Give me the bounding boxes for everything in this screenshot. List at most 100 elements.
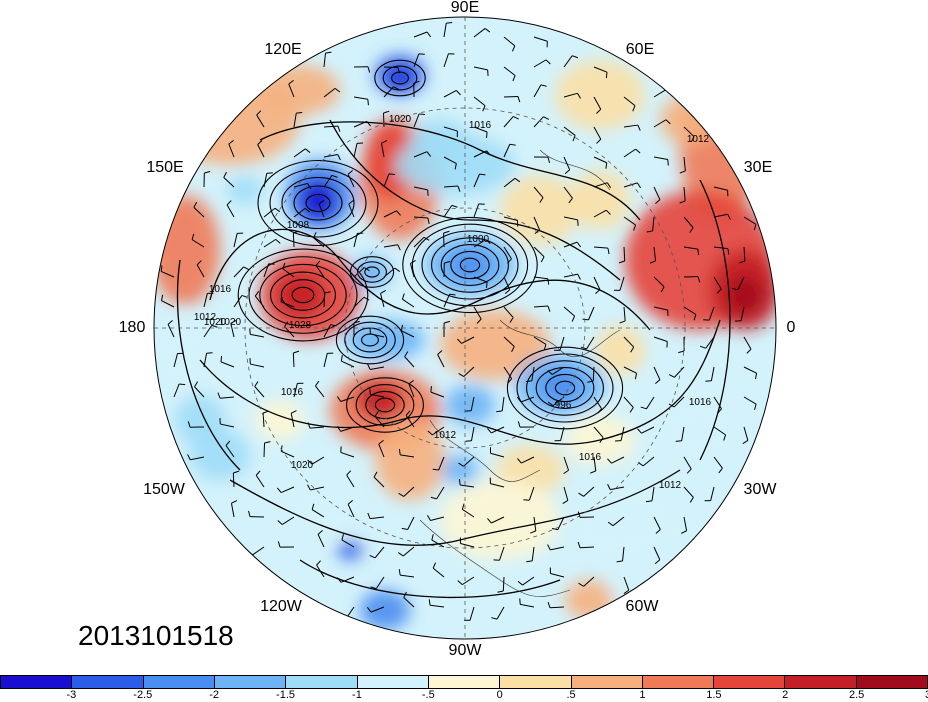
wind-barb-shaft: [503, 95, 519, 98]
wind-barb-shaft: [233, 266, 245, 278]
colorbar-segment: [72, 676, 144, 688]
wind-barb-flag: [635, 148, 641, 154]
wind-barb-shaft: [288, 83, 295, 98]
wind-barb: [353, 120, 372, 128]
wind-barb-shaft: [588, 306, 595, 321]
wind-barb-shaft: [533, 186, 544, 198]
wind-barb-flag: [423, 236, 430, 241]
wind-barb-flag: [443, 230, 450, 234]
wind-barb-flag: [397, 244, 401, 251]
wind-barb-flag: [233, 470, 240, 474]
wind-barb-flag: [458, 372, 465, 377]
colorbar: [0, 675, 928, 689]
wind-barb-shaft: [402, 546, 415, 557]
wind-barb: [293, 207, 311, 218]
wind-barb-shaft: [167, 324, 175, 338]
lon-label-90w: 90W: [448, 642, 482, 659]
wind-barb-shaft: [250, 363, 265, 368]
wind-barb-shaft: [683, 486, 694, 498]
wind-barb-flag: [257, 140, 263, 145]
wind-barb-shaft: [533, 276, 548, 280]
wind-barb-flag: [398, 448, 401, 455]
wind-barb-shaft: [413, 53, 420, 68]
anomaly-patch: [338, 540, 362, 560]
wind-barb-shaft: [413, 216, 428, 219]
wind-barb-flag: [457, 580, 463, 585]
wind-barb-shaft: [563, 216, 578, 221]
wind-barb-shaft: [196, 264, 205, 278]
isobar-ring: [374, 59, 426, 97]
wind-barb: [533, 59, 551, 68]
isobar-ring: [411, 223, 529, 307]
anomaly-patch: [440, 480, 560, 560]
wind-barb-flag: [514, 177, 521, 183]
wind-barb-shaft: [281, 516, 295, 525]
wind-barb-shaft: [432, 426, 445, 436]
wind-barb-flag: [465, 440, 472, 442]
wind-barb: [413, 113, 426, 128]
wind-barb-shaft: [708, 306, 715, 321]
wind-barb-shaft: [473, 96, 486, 107]
wind-barb-flag: [517, 421, 521, 428]
wind-barb: [380, 140, 388, 158]
wind-barb-shaft: [293, 148, 306, 158]
wind-barb: [503, 66, 516, 82]
isobar-label: 1020: [389, 114, 412, 125]
wind-barb-shaft: [346, 474, 355, 488]
anomaly-patch: [365, 120, 415, 200]
wind-barb-flag: [497, 590, 504, 593]
wind-barb-shaft: [281, 450, 295, 458]
isobar-ring: [506, 346, 624, 430]
wind-barb-flag: [540, 256, 545, 263]
colorbar-segment: [500, 676, 572, 688]
wind-barb: [225, 440, 235, 458]
wind-barb-shaft: [593, 209, 607, 218]
colorbar-tick-label: -.5: [421, 689, 435, 701]
wind-barb-flag: [590, 470, 596, 474]
wind-barb-flag: [572, 135, 576, 142]
wind-barb: [646, 216, 655, 233]
wind-barb-shaft: [437, 354, 445, 368]
wind-barb-shaft: [173, 383, 180, 398]
wind-barb-flag: [607, 248, 610, 255]
wind-barb-shaft: [713, 276, 722, 290]
wind-barb: [427, 426, 445, 436]
wind-barb-shaft: [473, 173, 480, 188]
wind-barb-flag: [697, 276, 701, 283]
wind-barb: [293, 148, 311, 158]
wind-barb: [323, 154, 341, 161]
wind-barb-shaft: [370, 516, 385, 520]
wind-barb: [383, 210, 401, 218]
wind-barb-shaft: [263, 207, 276, 218]
wind-barb-flag: [426, 151, 432, 157]
wind-barb-shaft: [194, 386, 205, 398]
wind-barb: [679, 186, 686, 204]
wind-barb-shaft: [370, 606, 385, 613]
wind-barb-flag: [665, 119, 671, 125]
wind-barb-shaft: [563, 156, 571, 170]
wind-barb-shaft: [653, 366, 661, 380]
wind-barb-flag: [486, 150, 491, 156]
wind-barb: [160, 265, 175, 278]
wind-barb: [704, 486, 715, 502]
wind-barb: [487, 516, 505, 524]
wind-barb-flag: [373, 471, 378, 478]
wind-barb-shaft: [310, 426, 325, 429]
wind-barb: [713, 456, 723, 474]
isobar-ring: [335, 315, 405, 365]
wind-barb-shaft: [160, 270, 175, 278]
wind-barb-shaft: [257, 144, 265, 158]
wind-barb: [607, 484, 625, 491]
wind-barb: [523, 486, 535, 501]
wind-barb-shaft: [550, 573, 565, 578]
wind-barb-flag: [547, 370, 553, 375]
wind-barb: [383, 267, 401, 278]
wind-barb-shaft: [225, 445, 235, 458]
wind-barb-shaft: [503, 177, 516, 188]
wind-barb-shaft: [383, 86, 394, 98]
wind-barb-flag: [697, 249, 700, 256]
wind-barb-flag: [353, 320, 360, 324]
wind-barb-flag: [539, 197, 544, 203]
wind-barb-flag: [400, 324, 404, 331]
wind-barb-flag: [336, 426, 342, 432]
